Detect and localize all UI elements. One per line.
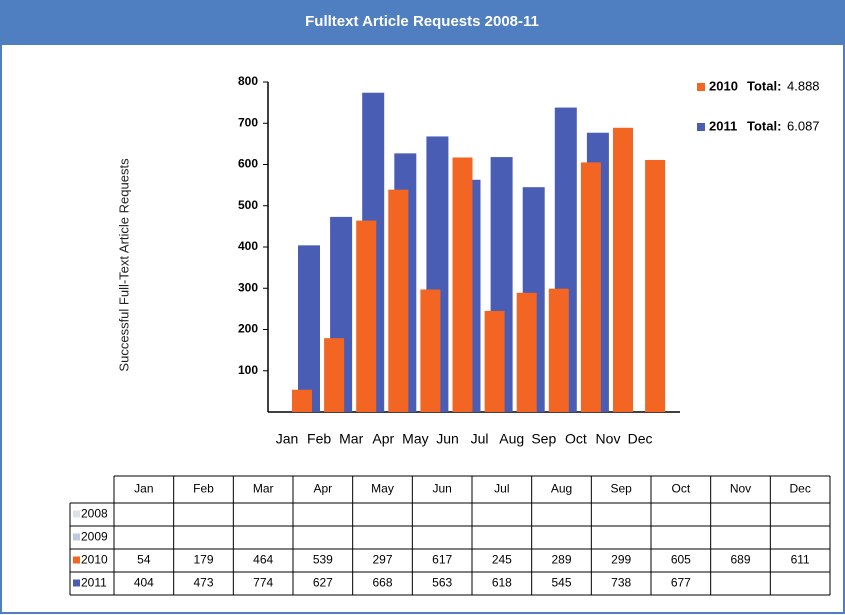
table-cell: 54 [137, 553, 151, 567]
legend-total: 4.888 [787, 78, 820, 93]
table-header: Aug [551, 482, 572, 496]
x-tick-label: Dec [628, 431, 653, 447]
table-cell: 299 [611, 553, 631, 567]
x-tick-label: Aug [499, 431, 524, 447]
table-header: Oct [671, 482, 690, 496]
x-tick-label: Feb [307, 431, 331, 447]
table-cell: 289 [551, 553, 571, 567]
legend-swatch [697, 123, 705, 131]
bar [292, 389, 312, 412]
table-cell: 473 [193, 576, 213, 590]
table-cell: 245 [492, 553, 512, 567]
y-tick-label: 800 [238, 74, 258, 88]
table-cell: 179 [193, 553, 213, 567]
table-cell: 611 [791, 553, 810, 567]
table-header: Jul [494, 482, 509, 496]
x-tick-label: Apr [372, 431, 394, 447]
header-bar [0, 0, 845, 45]
y-axis-label: Successful Full-Text Article Requests [116, 158, 131, 372]
legend-total: 6.087 [787, 118, 820, 133]
y-tick-label: 700 [238, 115, 258, 129]
legend-total-text: Total: [747, 78, 781, 93]
table-cell: 677 [671, 576, 691, 590]
bar [356, 220, 377, 412]
row-label: 2009 [81, 530, 108, 544]
table-header: Sep [610, 482, 632, 496]
row-swatch [73, 579, 80, 587]
row-label: 2008 [81, 507, 108, 521]
table-cell: 545 [551, 576, 571, 590]
x-tick-label: Mar [339, 431, 363, 447]
table-header: Mar [253, 482, 274, 496]
bar [516, 292, 537, 412]
x-tick-label: Nov [596, 431, 621, 447]
y-tick-label: 400 [238, 239, 258, 253]
table-header: Apr [313, 482, 332, 496]
table-header: Nov [730, 482, 751, 496]
bar [484, 310, 505, 412]
legend-label: 2011 [709, 118, 737, 133]
table-header: May [371, 482, 394, 496]
table-cell: 668 [372, 576, 392, 590]
table-cell: 618 [492, 576, 512, 590]
chart-title: Fulltext Article Requests 2008-11 [305, 13, 539, 30]
bar [580, 162, 601, 412]
row-label: 2011 [81, 576, 107, 590]
x-tick-label: Oct [565, 431, 587, 447]
bar [420, 289, 441, 412]
bar [645, 159, 666, 412]
y-tick-label: 600 [238, 157, 258, 171]
table-cell: 617 [432, 553, 452, 567]
bar [298, 245, 320, 412]
row-swatch [73, 556, 80, 564]
table-header: Feb [193, 482, 214, 496]
legend-total-text: Total: [747, 118, 781, 133]
table-cell: 563 [432, 576, 452, 590]
bar [388, 189, 409, 412]
y-tick-label: 300 [238, 280, 258, 294]
y-tick-label: 500 [238, 198, 258, 212]
row-label: 2010 [81, 553, 108, 567]
table-header: Jan [134, 482, 153, 496]
table-cell: 627 [313, 576, 333, 590]
bar [452, 157, 473, 412]
table-cell: 464 [253, 553, 273, 567]
table-cell: 404 [134, 576, 154, 590]
y-tick-label: 200 [238, 322, 258, 336]
x-tick-label: Jun [436, 431, 459, 447]
bar [324, 338, 345, 412]
table-cell: 297 [372, 553, 392, 567]
legend-swatch [697, 83, 705, 91]
row-swatch [73, 510, 80, 518]
legend-label: 2010 [709, 78, 738, 93]
x-tick-label: Jul [471, 431, 489, 447]
table-cell: 774 [253, 576, 273, 590]
x-tick-label: May [402, 431, 428, 447]
x-tick-label: Jan [276, 431, 299, 447]
bar [613, 127, 633, 412]
bar [548, 288, 569, 412]
table-cell: 689 [730, 553, 750, 567]
table-cell: 605 [671, 553, 691, 567]
table-header: Dec [789, 482, 810, 496]
y-tick-label: 100 [238, 363, 258, 377]
table-cell: 539 [313, 553, 333, 567]
x-tick-label: Sep [531, 431, 556, 447]
table-cell: 738 [611, 576, 631, 590]
row-swatch [73, 533, 80, 541]
table-header: Jun [432, 482, 451, 496]
